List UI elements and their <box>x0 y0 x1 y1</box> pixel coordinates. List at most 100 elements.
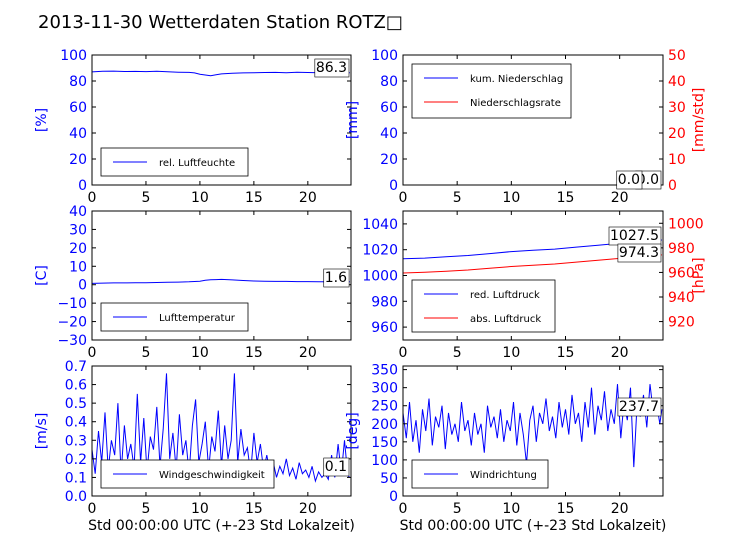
y-tick-label: 0 <box>389 489 398 505</box>
series-line-0 <box>402 384 663 468</box>
legend: rel. Luftfeuchte <box>100 147 249 177</box>
x-tick-label: 20 <box>299 345 317 361</box>
x-tick-label: 15 <box>557 501 575 517</box>
x-tick-label: 15 <box>245 501 263 517</box>
y-tick-label: 20 <box>69 241 87 257</box>
legend: Lufttemperatur <box>100 302 249 332</box>
y-tick-label: 100 <box>60 48 87 64</box>
y-tick-label: 940 <box>668 290 695 306</box>
x-tick-label: 0 <box>88 501 97 517</box>
y-tick-label: 200 <box>371 417 398 433</box>
y-tick-label: 980 <box>371 294 398 310</box>
value-label-text: 237.7 <box>619 399 659 415</box>
x-tick-label: 5 <box>141 190 150 206</box>
x-tick-label: 20 <box>611 501 629 517</box>
value-label-text: 1027.5 <box>610 228 659 244</box>
y-tick-label: 100 <box>371 453 398 469</box>
y-tick-label: −20 <box>57 315 87 331</box>
y-tick-label: 1040 <box>362 217 398 233</box>
legend-box <box>411 279 556 333</box>
legend: Windgeschwindigkeit <box>100 459 275 489</box>
value-label: 1.6 <box>323 268 350 288</box>
y-axis-right: 0 10 20 30 40 50 [mm/std] <box>659 48 707 194</box>
series-line-0 <box>91 278 350 284</box>
legend: Windrichtung <box>411 459 549 489</box>
x-tick-label: 10 <box>191 345 209 361</box>
y-tick-label: 20 <box>668 126 686 142</box>
y-tick-label: 60 <box>380 100 398 116</box>
y-tick-label: 150 <box>371 435 398 451</box>
x-tick-label: 15 <box>557 345 575 361</box>
x-axis: 0 5 10 15 20 <box>88 366 317 517</box>
y-axis-label: [mm/std] <box>691 88 707 153</box>
value-label-box <box>617 243 662 263</box>
x-tick-label: 0 <box>399 190 408 206</box>
y-axis-left: 960 980 1000 1020 1040 <box>362 217 407 336</box>
y-tick-label: 0.6 <box>65 378 87 394</box>
x-axis-label: Std 00:00:00 UTC (+-23 Std Lokalzeit) <box>88 518 355 534</box>
plot-frame <box>91 210 352 341</box>
x-axis: 0 5 10 15 20 <box>399 366 629 517</box>
x-tick-label: 0 <box>399 345 408 361</box>
value-label: 237.7 <box>617 397 662 417</box>
panel-p2: 0 5 10 15 20 0 20 40 60 80 100 [mm] 0 10 20 30 40 50 [mm/s… <box>345 48 707 206</box>
y-tick-label: 1000 <box>362 269 398 285</box>
plot-frame <box>91 365 352 497</box>
value-label-box <box>314 58 350 78</box>
plot-frame <box>402 365 664 497</box>
x-axis: 0 5 10 15 20 <box>399 55 629 206</box>
y-tick-label: 0.5 <box>65 396 87 412</box>
value-label: 974.3 <box>617 243 662 263</box>
x-axis: 0 5 10 15 20 <box>88 211 317 361</box>
value-label-text: 0.1 <box>325 459 347 475</box>
x-tick-label: 5 <box>453 501 462 517</box>
value-label: 0.0 <box>616 170 643 190</box>
x-axis-label: Std 00:00:00 UTC (+-23 Std Lokalzeit) <box>400 518 667 534</box>
y-tick-label: 0.2 <box>65 452 87 468</box>
y-axis-left: 0 20 40 60 80 100 [mm] <box>345 48 407 194</box>
y-tick-label: 960 <box>668 265 695 281</box>
value-label-box <box>616 170 643 190</box>
value-label-text: 0.0 <box>637 172 659 188</box>
y-tick-label: 30 <box>668 100 686 116</box>
x-tick-label: 0 <box>88 190 97 206</box>
x-tick-label: 5 <box>141 501 150 517</box>
y-tick-label: 0.0 <box>65 489 87 505</box>
y-tick-label: 80 <box>69 74 87 90</box>
legend-label: Windgeschwindigkeit <box>159 470 265 481</box>
y-tick-label: 50 <box>668 48 686 64</box>
panel-p5: 0 5 10 15 20 0.0 0.1 0.2 0.3 0.4 0.5 0.6 0.7 [m/s] Std… <box>34 359 355 534</box>
value-label-text: 1.6 <box>325 270 347 286</box>
plot-frame <box>91 54 352 186</box>
y-tick-label: 80 <box>380 74 398 90</box>
value-label-text: 974.3 <box>619 245 659 261</box>
legend-box <box>100 147 249 177</box>
y-tick-label: 0.1 <box>65 470 87 486</box>
y-tick-label: −30 <box>57 333 87 349</box>
y-axis-left: −30 −20 −10 0 10 20 30 40 [C] <box>34 204 351 349</box>
plot-frame <box>402 54 664 186</box>
x-axis: 0 5 10 15 20 <box>88 55 317 206</box>
value-label-box <box>323 268 350 288</box>
x-tick-label: 20 <box>299 190 317 206</box>
y-tick-label: 0 <box>389 178 398 194</box>
y-tick-label: 0 <box>78 178 87 194</box>
y-tick-label: 980 <box>668 241 695 257</box>
legend-label: rel. Luftfeuchte <box>159 158 235 169</box>
y-tick-label: 10 <box>69 259 87 275</box>
legend-label: red. Luftdruck <box>470 290 540 301</box>
x-tick-label: 10 <box>502 190 520 206</box>
x-tick-label: 10 <box>191 501 209 517</box>
x-tick-label: 20 <box>611 345 629 361</box>
legend-label: kum. Niederschlag <box>470 74 563 85</box>
legend-label: Windrichtung <box>470 470 537 481</box>
y-tick-label: 10 <box>668 152 686 168</box>
y-tick-label: 250 <box>371 399 398 415</box>
y-axis-label: [C] <box>34 265 50 286</box>
series-group <box>402 384 663 468</box>
panel-p1: 0 5 10 15 20 0 20 40 60 80 100 [%] rel. Luftfeuchte 8… <box>34 48 352 206</box>
x-tick-label: 10 <box>191 190 209 206</box>
y-tick-label: 0.7 <box>65 359 87 375</box>
x-tick-label: 20 <box>611 190 629 206</box>
